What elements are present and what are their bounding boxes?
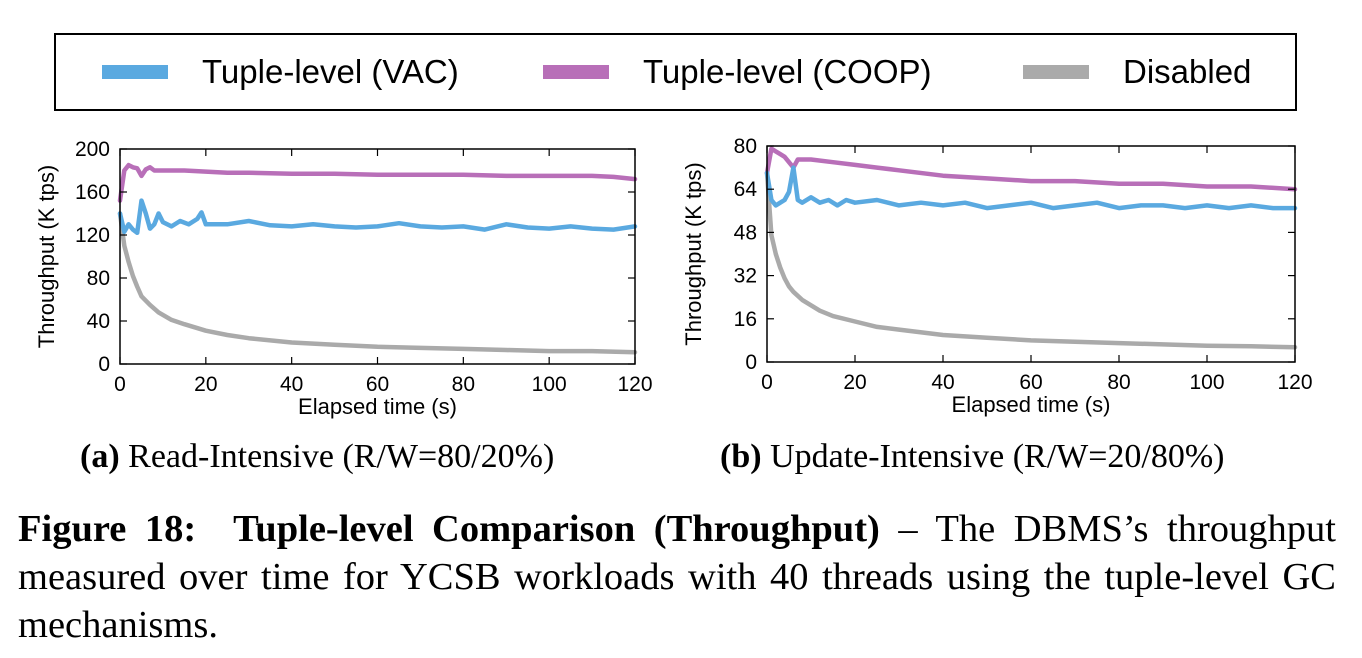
caption-a: (a) Read-Intensive (R/W=80/20%) xyxy=(80,438,554,476)
y-tick-label: 80 xyxy=(734,135,757,158)
y-tick-label: 32 xyxy=(734,265,757,288)
y-axis-label: Throughput (K tps) xyxy=(681,162,706,345)
x-tick-label: 0 xyxy=(761,371,773,394)
legend-label-vac: Tuple-level (VAC) xyxy=(202,53,459,90)
x-tick-label: 40 xyxy=(280,373,303,396)
series-line-disabled xyxy=(764,170,1298,350)
x-tick-label: 100 xyxy=(1189,371,1224,394)
y-tick-label: 0 xyxy=(98,353,110,376)
x-tick-label: 100 xyxy=(532,373,567,396)
x-tick-label: 60 xyxy=(1019,371,1042,394)
y-tick-label: 64 xyxy=(734,178,758,201)
x-axis-label: Elapsed time (s) xyxy=(952,392,1111,417)
y-tick-label: 160 xyxy=(75,181,110,204)
y-tick-label: 16 xyxy=(734,308,757,331)
y-tick-label: 0 xyxy=(745,351,757,374)
figure-caption-title: Tuple-level Comparison (Throughput) xyxy=(233,508,880,550)
x-tick-label: 0 xyxy=(114,373,126,396)
series-line-tuple-level-coop- xyxy=(117,162,638,203)
series-line-tuple-level-vac- xyxy=(764,165,1298,211)
figure-caption: Figure 18: Tuple-level Comparison (Throu… xyxy=(18,505,1336,649)
legend-swatch-disabled xyxy=(1023,65,1089,79)
caption-a-label: (a) xyxy=(80,438,120,475)
caption-b-label: (b) xyxy=(720,438,762,475)
caption-b-text: Update-Intensive (R/W=20/80%) xyxy=(770,438,1225,475)
legend-item-coop: Tuple-level (COOP) xyxy=(543,35,932,109)
series-line-tuple-level-coop- xyxy=(764,146,1298,192)
plot-frame xyxy=(119,148,636,365)
legend-item-disabled: Disabled xyxy=(1023,35,1251,109)
legend-label-coop: Tuple-level (COOP) xyxy=(643,53,932,90)
x-axis-label: Elapsed time (s) xyxy=(298,394,457,419)
figure-caption-label: Figure 18: xyxy=(18,508,197,550)
x-tick-label: 80 xyxy=(1107,371,1130,394)
chart-read-intensive: 0 20 40 60 80 100 120 0 40 80 120 160 200 Elapsed tim… xyxy=(34,138,653,419)
y-tick-label: 48 xyxy=(734,221,757,244)
figure-caption-body: – The DBMS’s throughput measured over ti… xyxy=(18,508,1336,646)
series-line-disabled xyxy=(117,211,638,355)
x-tick-label: 120 xyxy=(617,373,652,396)
x-tick-label: 20 xyxy=(194,373,217,396)
legend-item-vac: Tuple-level (VAC) xyxy=(102,35,459,109)
x-tick-label: 60 xyxy=(366,373,389,396)
legend: Tuple-level (VAC) Tuple-level (COOP) Dis… xyxy=(54,33,1297,111)
y-tick-label: 80 xyxy=(87,267,110,290)
y-axis-label: Throughput (K tps) xyxy=(34,165,59,348)
x-tick-label: 80 xyxy=(452,373,475,396)
x-tick-label: 40 xyxy=(931,371,954,394)
series-line-tuple-level-vac- xyxy=(117,198,638,236)
plot-frame xyxy=(766,145,1296,363)
x-tick-label: 120 xyxy=(1277,371,1312,394)
y-tick-label: 200 xyxy=(75,138,110,161)
legend-label-disabled: Disabled xyxy=(1123,53,1252,90)
legend-swatch-vac xyxy=(102,65,168,79)
x-tick-label: 20 xyxy=(843,371,866,394)
caption-a-text: Read-Intensive (R/W=80/20%) xyxy=(128,438,555,475)
legend-swatch-coop xyxy=(543,65,609,79)
caption-b: (b) Update-Intensive (R/W=20/80%) xyxy=(720,438,1225,476)
y-tick-label: 120 xyxy=(75,224,110,247)
y-tick-label: 40 xyxy=(87,310,110,333)
